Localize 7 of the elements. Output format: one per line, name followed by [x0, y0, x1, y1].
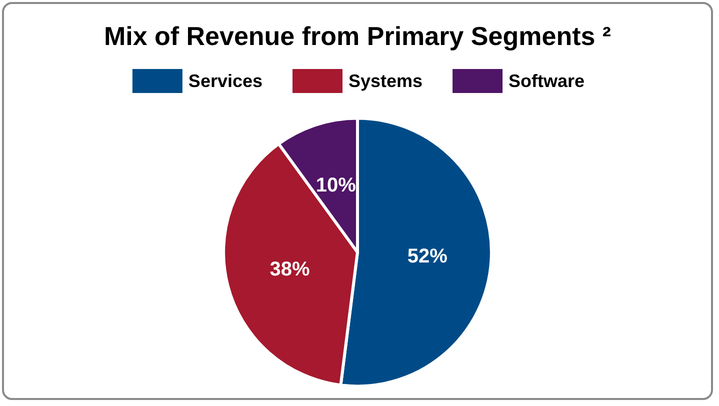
chart-title: Mix of Revenue from Primary Segments ² — [104, 21, 612, 51]
data-label: 52% — [407, 246, 448, 268]
data-label: 38% — [270, 258, 310, 281]
legend-label: Systems — [348, 71, 423, 91]
data-label: 10% — [316, 174, 356, 197]
legend-label: Software — [508, 71, 585, 91]
legend-label: Services — [188, 71, 263, 91]
